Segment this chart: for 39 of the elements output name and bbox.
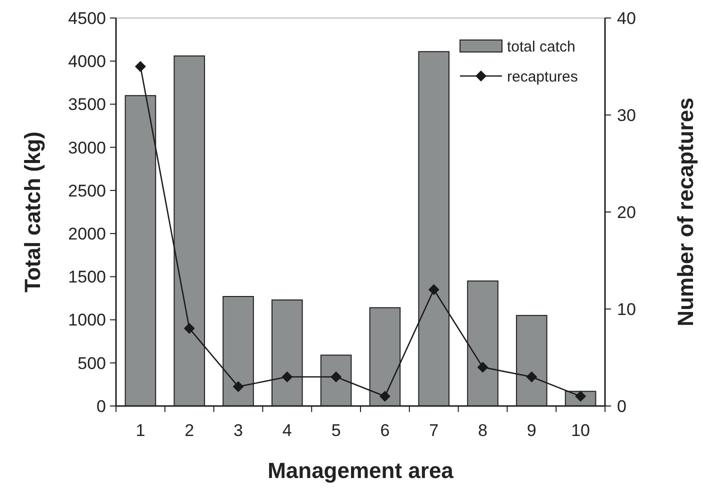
point — [184, 322, 195, 334]
x-axis-title: Management area — [268, 458, 454, 483]
x-tick-label: 9 — [526, 421, 536, 440]
y-tick-label: 4500 — [68, 8, 106, 28]
y-tick-label: 500 — [78, 354, 106, 373]
y2-tick-label: 30 — [617, 106, 636, 125]
y2-tick-label: 20 — [617, 202, 636, 222]
point — [526, 371, 538, 382]
x-tick-label: 4 — [282, 421, 292, 440]
y-tick-label: 2000 — [68, 224, 106, 244]
x-tick-label: 6 — [380, 421, 390, 440]
x-tick-label: 3 — [234, 421, 243, 440]
point — [428, 284, 440, 296]
x-tick-label: 2 — [184, 421, 194, 440]
point — [477, 362, 488, 373]
point — [330, 371, 342, 382]
x-tick-label: 7 — [429, 421, 439, 440]
x-tick-label: 5 — [331, 421, 341, 440]
y-tick-label: 3000 — [68, 138, 106, 158]
y-tick-label: 2500 — [68, 181, 106, 200]
y-axis-title: Total catch (kg) — [20, 132, 45, 292]
point — [379, 390, 390, 402]
y2-tick-label: 10 — [617, 300, 636, 319]
y-tick-label: 1000 — [68, 310, 106, 330]
x-tick-label: 8 — [478, 421, 488, 440]
point — [134, 61, 146, 72]
y-tick-label: 4000 — [68, 52, 106, 72]
legend-label: recaptures — [507, 68, 578, 86]
point — [282, 371, 293, 382]
x-tick-label: 10 — [571, 421, 590, 440]
point — [232, 381, 244, 392]
x-tick-label: 1 — [136, 421, 146, 440]
y2-axis-title: Number of recaptures — [673, 98, 698, 326]
legend-label: total catch — [507, 38, 576, 56]
y-tick-label: 0 — [96, 396, 106, 416]
y-tick-label: 3500 — [68, 95, 106, 114]
y2-tick-label: 0 — [617, 396, 626, 416]
y-tick-label: 1500 — [68, 268, 106, 287]
y2-tick-label: 40 — [617, 8, 636, 28]
